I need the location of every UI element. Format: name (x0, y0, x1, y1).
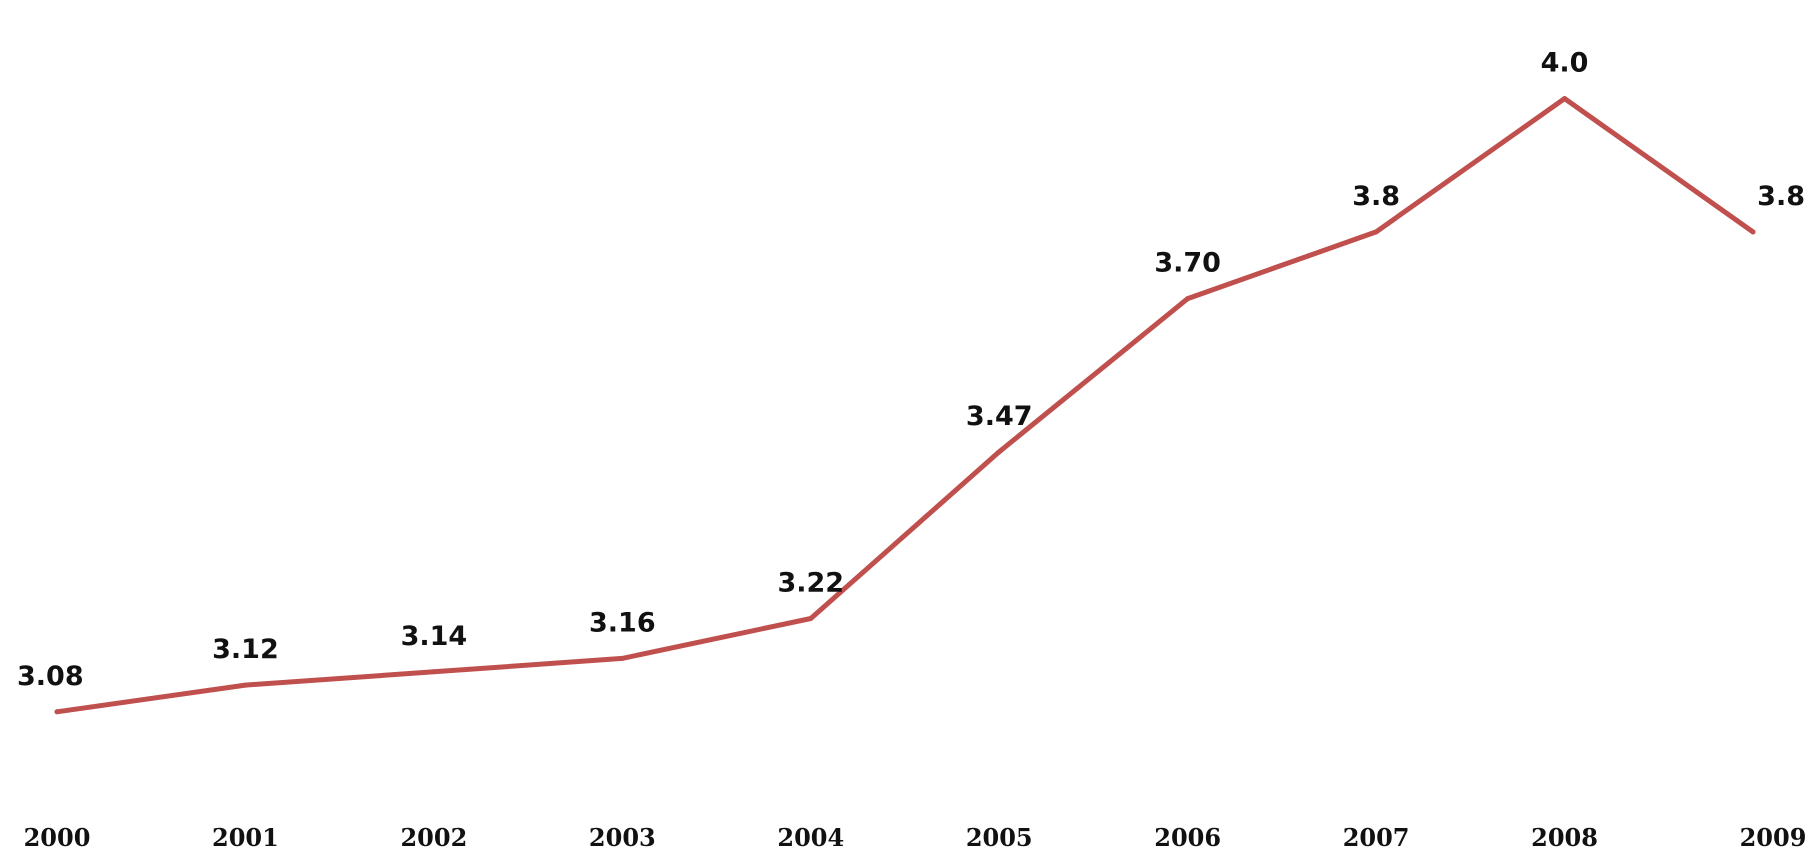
x-tick-label: 2003 (589, 823, 656, 852)
data-label: 3.08 (17, 661, 84, 692)
series-line (54, 96, 1756, 715)
x-tick-label: 2009 (1740, 823, 1807, 852)
data-point (619, 655, 625, 661)
data-label: 3.8 (1352, 181, 1400, 212)
data-label: 3.12 (212, 634, 279, 665)
data-point (1185, 296, 1191, 302)
x-tick-label: 2002 (400, 823, 467, 852)
data-point (1373, 229, 1379, 235)
data-point (431, 669, 437, 675)
data-point (1562, 96, 1568, 102)
x-tick-label: 2005 (966, 823, 1033, 852)
data-label: 3.14 (401, 621, 468, 652)
data-point (242, 682, 248, 688)
series-layer (54, 96, 1756, 715)
x-tick-label: 2006 (1154, 823, 1221, 852)
data-label: 3.22 (777, 567, 844, 598)
x-tick-label: 2004 (777, 823, 844, 852)
data-label: 3.47 (966, 401, 1033, 432)
data-label: 4.0 (1541, 48, 1589, 79)
data-label: 3.70 (1154, 248, 1221, 279)
x-tick-label: 2000 (24, 823, 91, 852)
data-point (808, 615, 814, 621)
data-point (54, 709, 60, 715)
x-tick-label: 2007 (1343, 823, 1410, 852)
x-axis-tick-layer: 2000 2001 2002 2003 2004 2005 2006 2007 2008 2009 (24, 823, 1807, 852)
data-label: 3.8 (1757, 181, 1805, 212)
data-label: 3.16 (589, 607, 656, 638)
x-tick-label: 2001 (212, 823, 279, 852)
data-point (1750, 229, 1756, 235)
data-label-layer: 3.08 3.12 3.14 3.16 3.22 3.47 3.70 3.8 4.0 3.8 (17, 48, 1805, 692)
data-point (996, 449, 1002, 455)
x-tick-label: 2008 (1531, 823, 1598, 852)
